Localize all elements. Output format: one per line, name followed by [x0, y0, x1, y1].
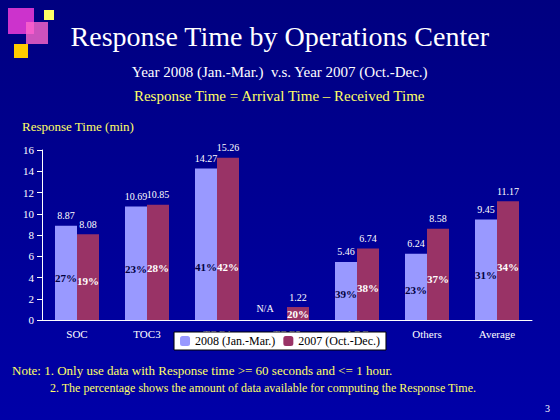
svg-text:6: 6: [29, 250, 35, 262]
svg-text:2007 (Oct.-Dec.): 2007 (Oct.-Dec.): [298, 334, 380, 348]
svg-text:10.85: 10.85: [147, 189, 170, 200]
svg-text:Others: Others: [412, 328, 441, 340]
svg-text:6.74: 6.74: [359, 233, 377, 244]
svg-text:20%: 20%: [287, 308, 309, 320]
svg-text:Response Time (min): Response Time (min): [22, 119, 134, 134]
svg-text:37%: 37%: [427, 273, 449, 285]
svg-text:8.58: 8.58: [429, 213, 447, 224]
svg-text:27%: 27%: [55, 272, 77, 284]
svg-text:14.27: 14.27: [195, 153, 218, 164]
svg-text:0: 0: [29, 314, 35, 326]
svg-text:11.17: 11.17: [497, 186, 519, 197]
svg-text:6.24: 6.24: [407, 238, 425, 249]
svg-text:15.26: 15.26: [217, 142, 240, 153]
svg-text:10.69: 10.69: [125, 191, 148, 202]
svg-text:5.46: 5.46: [337, 246, 355, 257]
svg-text:Response Time = Arrival Time –: Response Time = Arrival Time – Received …: [134, 88, 425, 104]
svg-text:42%: 42%: [217, 261, 239, 273]
svg-text:38%: 38%: [357, 282, 379, 294]
svg-text:Response Time by Operations Ce: Response Time by Operations Center: [71, 21, 490, 52]
svg-text:10: 10: [23, 208, 35, 220]
svg-text:8: 8: [29, 229, 35, 241]
svg-text:Note: 1. Only use data with Re: Note: 1. Only use data with Response tim…: [12, 363, 392, 378]
svg-text:31%: 31%: [475, 269, 497, 281]
svg-text:41%: 41%: [195, 261, 217, 273]
svg-text:2008 (Jan.-Mar.): 2008 (Jan.-Mar.): [195, 334, 275, 348]
svg-text:39%: 39%: [335, 288, 357, 300]
svg-text:23%: 23%: [125, 263, 147, 275]
svg-text:TOC3: TOC3: [133, 328, 161, 340]
svg-text:2: 2: [29, 293, 35, 305]
svg-text:19%: 19%: [77, 275, 99, 287]
svg-text:3: 3: [545, 403, 550, 414]
svg-text:16: 16: [23, 144, 35, 156]
svg-text:23%: 23%: [405, 284, 427, 296]
svg-text:Average: Average: [479, 328, 516, 340]
svg-text:8.08: 8.08: [79, 219, 97, 230]
svg-text:N/A: N/A: [256, 303, 274, 314]
svg-text:14: 14: [23, 165, 35, 177]
svg-text:Year 2008 (Jan.-Mar.) v.s. Ye: Year 2008 (Jan.-Mar.) v.s. Year 2007 (Oc…: [132, 64, 428, 81]
svg-text:34%: 34%: [497, 261, 519, 273]
svg-text:8.87: 8.87: [57, 210, 75, 221]
svg-text:4: 4: [29, 272, 35, 284]
svg-text:9.45: 9.45: [477, 204, 495, 215]
svg-text:2. The percentage shows the am: 2. The percentage shows the amount of da…: [50, 381, 476, 395]
svg-text:SOC: SOC: [66, 328, 87, 340]
svg-text:1.22: 1.22: [289, 292, 307, 303]
svg-text:28%: 28%: [147, 262, 169, 274]
svg-text:12: 12: [23, 187, 34, 199]
